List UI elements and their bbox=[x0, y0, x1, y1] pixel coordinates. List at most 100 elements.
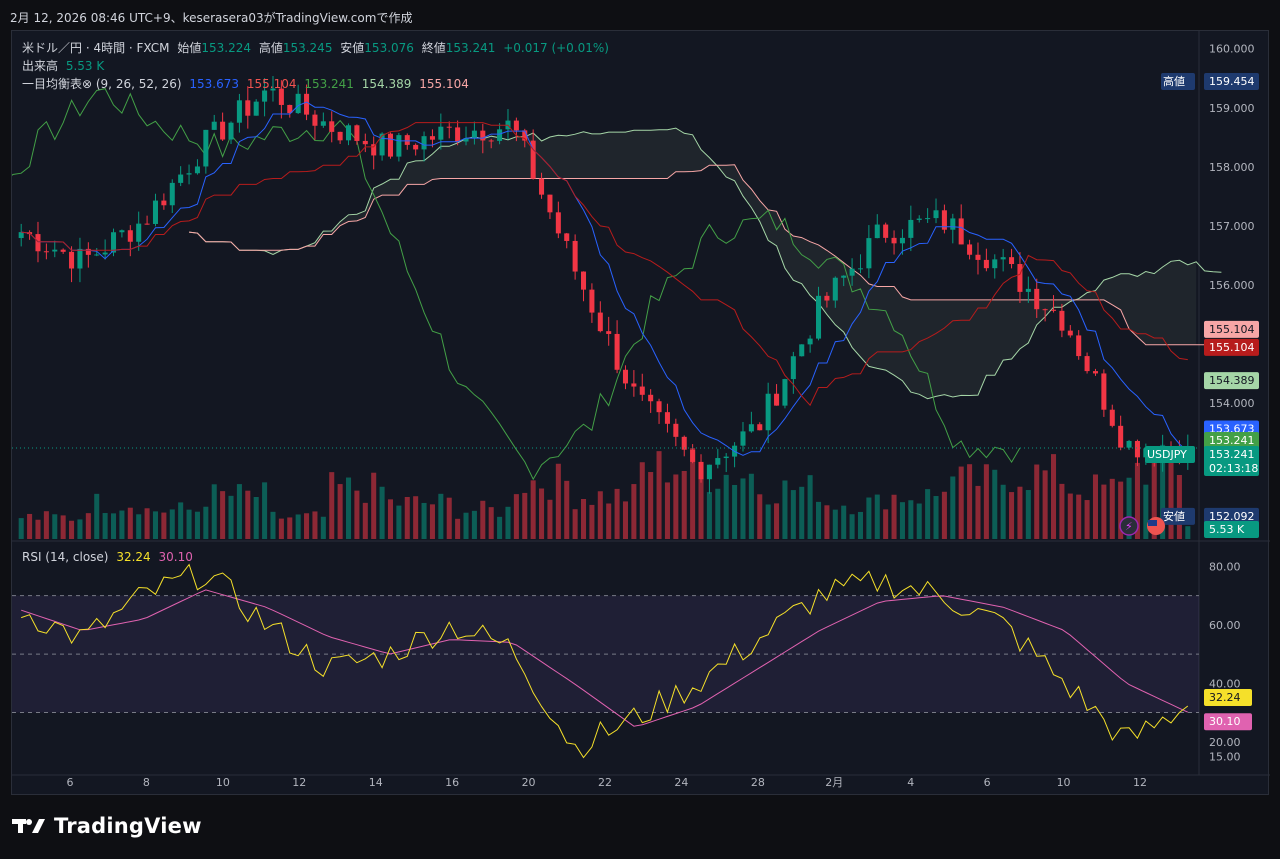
candle bbox=[774, 393, 780, 406]
volume-bar bbox=[77, 519, 83, 539]
low-value: 153.076 bbox=[364, 41, 414, 55]
volume-bar bbox=[1051, 454, 1057, 539]
price-tick-label: 157.000 bbox=[1209, 220, 1255, 233]
candle bbox=[396, 135, 402, 157]
candle bbox=[194, 166, 200, 174]
volume-bar bbox=[664, 482, 670, 539]
rsi-label: RSI (14, close) bbox=[22, 550, 109, 564]
chart-canvas[interactable]: 160.000159.000158.000157.000156.000155.0… bbox=[0, 31, 1270, 796]
volume-bar bbox=[161, 512, 167, 539]
volume-bar bbox=[614, 488, 620, 539]
candle bbox=[161, 200, 167, 206]
candle bbox=[950, 218, 956, 230]
volume-bar bbox=[136, 514, 142, 539]
time-tick-label: 2月 bbox=[825, 776, 843, 789]
volume-bar bbox=[245, 490, 251, 539]
candle bbox=[354, 125, 360, 141]
candle bbox=[52, 249, 58, 252]
volume-bar bbox=[1076, 494, 1082, 539]
candle bbox=[857, 268, 863, 270]
candle bbox=[874, 224, 880, 239]
volume-bar bbox=[421, 502, 427, 539]
volume-bar bbox=[236, 484, 242, 539]
candle bbox=[270, 88, 276, 91]
volume-bar bbox=[581, 498, 587, 539]
candle bbox=[337, 131, 343, 141]
volume-bar bbox=[975, 485, 981, 539]
time-tick-label: 16 bbox=[445, 776, 459, 789]
candle bbox=[547, 194, 553, 213]
volume-bar bbox=[346, 477, 352, 539]
volume-bar bbox=[824, 505, 830, 539]
candle bbox=[967, 244, 973, 255]
candle bbox=[446, 126, 452, 128]
high-value: 153.245 bbox=[282, 41, 333, 55]
volume-bar bbox=[874, 494, 880, 539]
price-tag-value: 155.104 bbox=[1209, 323, 1255, 336]
price-tag-value: 153.241 bbox=[1209, 434, 1255, 447]
volume-bar bbox=[354, 490, 360, 539]
chart-panel[interactable]: 160.000159.000158.000157.000156.000155.0… bbox=[0, 30, 1270, 796]
volume-bar bbox=[1168, 461, 1174, 539]
kijun-line bbox=[21, 122, 1188, 407]
volume-bar bbox=[1034, 464, 1040, 539]
candle bbox=[346, 125, 352, 141]
price-tag-box bbox=[1204, 445, 1259, 476]
price-tag-box bbox=[1204, 507, 1259, 525]
candle bbox=[1092, 371, 1098, 374]
volume-bar bbox=[698, 471, 704, 539]
volume-bar bbox=[866, 497, 872, 539]
candle bbox=[740, 431, 746, 446]
candle bbox=[816, 295, 822, 339]
candle bbox=[1118, 425, 1124, 448]
candle bbox=[379, 133, 385, 156]
candle bbox=[421, 136, 427, 150]
price-tag-label-box bbox=[1161, 507, 1195, 525]
close-value: 153.241 bbox=[445, 41, 496, 55]
volume-bar bbox=[329, 472, 335, 539]
volume-bar bbox=[1067, 493, 1073, 539]
volume-bar bbox=[908, 500, 914, 539]
rsi-tick-label: 80.00 bbox=[1209, 560, 1241, 573]
volume-bar bbox=[899, 502, 905, 539]
candle bbox=[673, 423, 679, 437]
candle bbox=[589, 289, 595, 313]
volume-bar bbox=[589, 504, 595, 539]
candle bbox=[639, 386, 645, 395]
time-tick-label: 4 bbox=[907, 776, 914, 789]
rsi-tag-value: 32.24 bbox=[1209, 691, 1241, 704]
candle bbox=[748, 424, 754, 432]
volume-bar bbox=[1000, 484, 1006, 539]
volume-bar bbox=[1134, 462, 1140, 539]
volume-legend: 出来高 5.53 K bbox=[22, 57, 108, 74]
time-tick-label: 8 bbox=[143, 776, 150, 789]
tradingview-logo[interactable]: TradingView bbox=[12, 814, 202, 838]
volume-bar bbox=[790, 490, 796, 539]
price-tag: 152.092 安値 bbox=[1161, 507, 1259, 525]
candle bbox=[807, 338, 813, 345]
time-tick-label: 24 bbox=[674, 776, 688, 789]
price-tag-value: 152.092 bbox=[1209, 510, 1255, 523]
price-tick-label: 159.000 bbox=[1209, 102, 1255, 115]
price-tag-box bbox=[1204, 521, 1259, 538]
volume-bar bbox=[522, 492, 528, 539]
volume-bar bbox=[505, 506, 511, 539]
volume-bar bbox=[1101, 484, 1107, 539]
candle bbox=[152, 200, 158, 224]
volume-bar bbox=[883, 509, 889, 539]
candle bbox=[908, 219, 914, 238]
candle bbox=[77, 248, 83, 269]
volume-bar bbox=[656, 451, 662, 539]
volume-bar bbox=[211, 484, 217, 539]
candle bbox=[723, 456, 729, 459]
candle bbox=[471, 130, 477, 139]
candle bbox=[1067, 330, 1073, 336]
volume-bar bbox=[186, 509, 192, 539]
rsi-tag-value: 30.10 bbox=[1209, 715, 1241, 728]
candle bbox=[782, 379, 788, 406]
candle bbox=[404, 135, 410, 145]
candle bbox=[983, 259, 989, 269]
chikou-value: 153.241 bbox=[304, 77, 354, 91]
candle bbox=[765, 393, 771, 431]
rsi-value: 32.24 bbox=[116, 550, 151, 564]
